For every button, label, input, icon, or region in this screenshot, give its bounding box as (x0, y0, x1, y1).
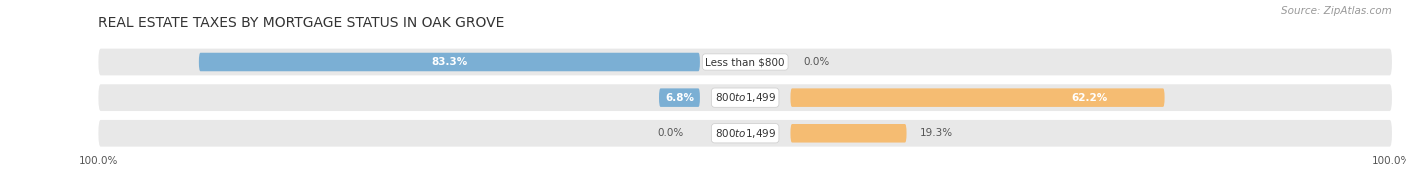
Text: Source: ZipAtlas.com: Source: ZipAtlas.com (1281, 6, 1392, 16)
Text: 0.0%: 0.0% (658, 128, 683, 138)
FancyBboxPatch shape (98, 84, 1392, 111)
Text: 83.3%: 83.3% (432, 57, 468, 67)
Text: Less than $800: Less than $800 (706, 57, 785, 67)
Text: 6.8%: 6.8% (665, 93, 695, 103)
Text: $800 to $1,499: $800 to $1,499 (714, 127, 776, 140)
Text: 62.2%: 62.2% (1071, 93, 1108, 103)
Text: 0.0%: 0.0% (803, 57, 830, 67)
FancyBboxPatch shape (790, 88, 1164, 107)
FancyBboxPatch shape (98, 49, 1392, 75)
FancyBboxPatch shape (198, 53, 700, 71)
Text: REAL ESTATE TAXES BY MORTGAGE STATUS IN OAK GROVE: REAL ESTATE TAXES BY MORTGAGE STATUS IN … (98, 16, 505, 30)
Text: 19.3%: 19.3% (920, 128, 953, 138)
Text: $800 to $1,499: $800 to $1,499 (714, 91, 776, 104)
FancyBboxPatch shape (659, 88, 700, 107)
FancyBboxPatch shape (98, 120, 1392, 147)
FancyBboxPatch shape (790, 124, 907, 142)
Legend: Without Mortgage, With Mortgage: Without Mortgage, With Mortgage (638, 194, 852, 196)
